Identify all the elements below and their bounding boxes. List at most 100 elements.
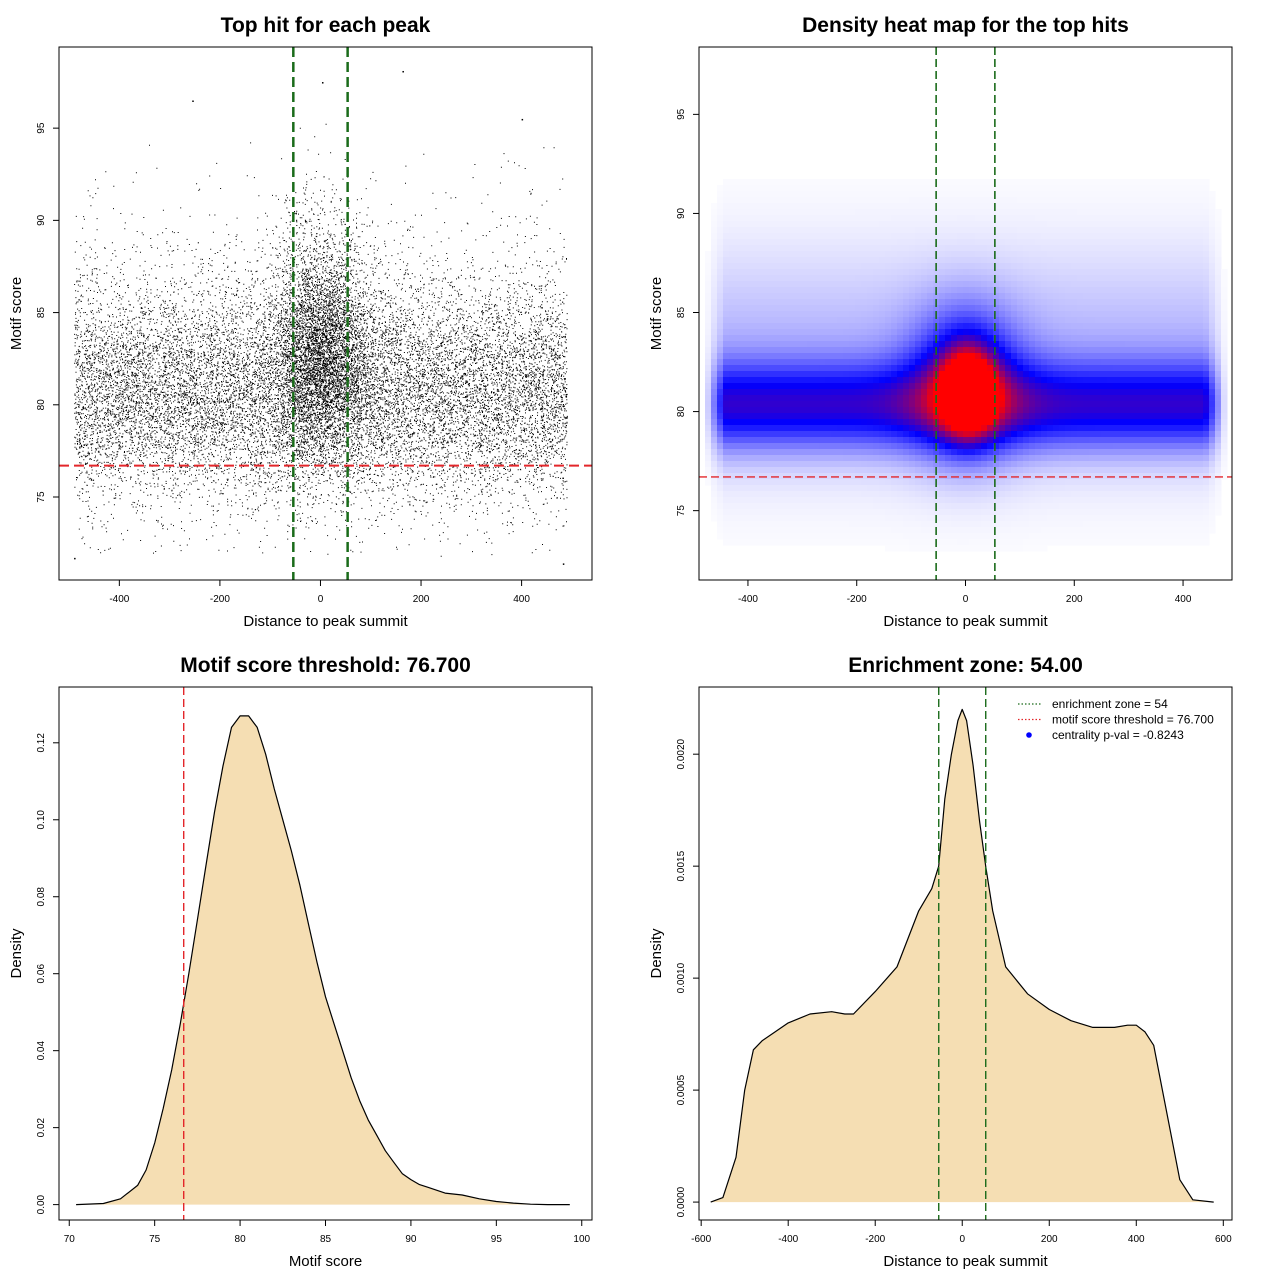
heatmap-cell (921, 425, 928, 432)
heatmap-cell (987, 179, 994, 186)
heatmap-cell (735, 221, 742, 228)
heatmap-cell (1047, 443, 1054, 450)
heatmap-cell (843, 407, 850, 414)
heatmap-cell (753, 233, 760, 240)
heatmap-cell (879, 233, 886, 240)
heatmap-cell (729, 281, 736, 288)
heatmap-cell (951, 395, 958, 402)
heatmap-cell (951, 251, 958, 258)
heatmap-cell (1095, 527, 1102, 534)
heatmap-cell (855, 353, 862, 360)
heatmap-cell (1107, 317, 1114, 324)
heatmap-cell (759, 293, 766, 300)
heatmap-cell (783, 437, 790, 444)
heatmap-cell (1167, 383, 1174, 390)
heatmap-cell (771, 353, 778, 360)
heatmap-cell (1035, 299, 1042, 306)
heatmap-cell (867, 485, 874, 492)
heatmap-cell (771, 215, 778, 222)
heatmap-cell (825, 335, 832, 342)
heatmap-cell (957, 365, 964, 372)
heatmap-cell (1089, 239, 1096, 246)
heatmap-cell (789, 371, 796, 378)
heatmap-cell (1173, 383, 1180, 390)
heatmap-cell (861, 341, 868, 348)
heatmap-cell (891, 233, 898, 240)
heatmap-cell (849, 467, 856, 474)
heatmap-cell (903, 473, 910, 480)
heatmap-cell (1029, 191, 1036, 198)
heatmap-cell (1155, 281, 1162, 288)
heatmap-cell (759, 455, 766, 462)
heatmap-cell (831, 389, 838, 396)
heatmap-cell (831, 311, 838, 318)
heatmap-cell (1173, 281, 1180, 288)
heatmap-cell (957, 245, 964, 252)
heatmap-cell (1059, 269, 1066, 276)
heatmap-cell (987, 341, 994, 348)
heatmap-cell (1173, 371, 1180, 378)
heatmap-cell (765, 509, 772, 516)
heatmap-cell (873, 353, 880, 360)
heatmap-cell (753, 185, 760, 192)
heatmap-cell (1131, 395, 1138, 402)
heatmap-cell (1047, 269, 1054, 276)
heatmap-cell (855, 365, 862, 372)
heatmap-cell (765, 479, 772, 486)
heatmap-cell (837, 359, 844, 366)
heatmap-cell (747, 515, 754, 522)
heatmap-cell (915, 539, 922, 546)
heatmap-cell (825, 455, 832, 462)
heatmap-cell (1005, 365, 1012, 372)
heatmap-cell (957, 371, 964, 378)
heatmap-cell (1023, 191, 1030, 198)
heatmap-cell (759, 329, 766, 336)
heatmap-cell (1137, 491, 1144, 498)
heatmap-cell (771, 521, 778, 528)
heatmap-cell (963, 359, 970, 366)
heatmap-cell (789, 203, 796, 210)
heatmap-cell (1161, 389, 1168, 396)
heatmap-cell (975, 515, 982, 522)
heatmap-cell (765, 257, 772, 264)
heatmap-cell (1053, 203, 1060, 210)
heatmap-cell (747, 473, 754, 480)
heatmap-cell (837, 443, 844, 450)
heatmap-cell (1179, 425, 1186, 432)
heatmap-cell (783, 227, 790, 234)
heatmap-cell (1053, 263, 1060, 270)
heatmap-cell (999, 275, 1006, 282)
heatmap-cell (1119, 437, 1126, 444)
heatmap-cell (765, 491, 772, 498)
heatmap-cell (873, 503, 880, 510)
heatmap-cell (945, 449, 952, 456)
heatmap-cell (915, 461, 922, 468)
heatmap-cell (885, 215, 892, 222)
heatmap-cell (747, 425, 754, 432)
heatmap-cell (1179, 263, 1186, 270)
heatmap-cell (753, 281, 760, 288)
heatmap-cell (915, 269, 922, 276)
heatmap-cell (795, 305, 802, 312)
heatmap-cell (1083, 257, 1090, 264)
heatmap-cell (1179, 287, 1186, 294)
heatmap-cell (909, 305, 916, 312)
heatmap-cell (747, 269, 754, 276)
heatmap-cell (1107, 449, 1114, 456)
heatmap-cell (1155, 239, 1162, 246)
heatmap-cell (1173, 461, 1180, 468)
heatmap-cell (705, 461, 712, 468)
heatmap-cell (945, 395, 952, 402)
heatmap-cell (993, 401, 1000, 408)
heatmap-cell (801, 491, 808, 498)
heatmap-cell (1053, 221, 1060, 228)
heatmap-cell (771, 221, 778, 228)
heatmap-cell (861, 515, 868, 522)
heatmap-cell (843, 497, 850, 504)
heatmap-cell (1167, 227, 1174, 234)
heatmap-cell (969, 395, 976, 402)
heatmap-cell (849, 215, 856, 222)
heatmap-cell (771, 335, 778, 342)
heatmap-cell (1185, 305, 1192, 312)
heatmap-cell (741, 209, 748, 216)
